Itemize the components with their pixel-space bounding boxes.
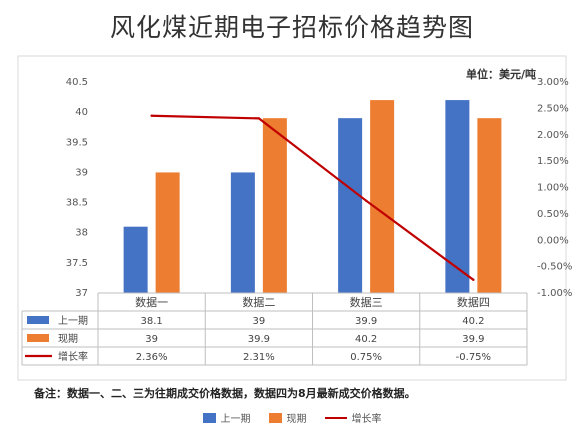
y2-tick-label: 2.00%: [537, 130, 569, 141]
growth-point: [364, 199, 368, 202]
bar-previous: [445, 100, 470, 293]
table-swatch-current: [27, 334, 49, 342]
growth-line: [151, 114, 475, 281]
y-tick-label: 40: [75, 107, 88, 118]
chart-frame: [17, 55, 567, 381]
chart-title: 风化煤近期电子招标价格趋势图: [109, 13, 474, 42]
table-cell-previous: 40.2: [462, 316, 484, 327]
footnote: 备注：数据一、二、三为往期成交价格数据，数据四为8月最新成交价格数据。: [34, 387, 416, 400]
x-tick-label: 数据二: [242, 295, 275, 309]
growth-point: [257, 117, 261, 120]
table-cell-growth: 0.75%: [350, 352, 382, 363]
legend-item-previous: 上一期: [202, 410, 251, 425]
x-tick-label: 数据四: [457, 295, 490, 309]
bar-current: [155, 172, 180, 293]
legend-label-current: 现期: [286, 414, 307, 425]
y-tick-label: 40.5: [66, 77, 88, 88]
table-cell-growth: -0.75%: [456, 352, 491, 363]
bar-current: [262, 118, 287, 294]
y2-tick-label: 0.50%: [537, 209, 569, 220]
bar-previous: [338, 118, 363, 294]
table-cell-current: 40.2: [355, 334, 377, 345]
bar-previous: [230, 172, 255, 293]
y2-tick-label: 2.50%: [537, 103, 569, 114]
table-cell-current: 39: [145, 334, 158, 345]
legend-swatch-growth: [324, 416, 347, 419]
y2-tick-label: 0.00%: [537, 235, 569, 246]
table-cell-growth: 2.31%: [243, 352, 275, 363]
growth-point: [150, 114, 153, 117]
y-tick-label: 37.5: [66, 258, 88, 269]
table-row-label-growth: 增长率: [58, 350, 88, 363]
table-cell-previous: 39.9: [355, 316, 377, 327]
y2-tick-label: 1.50%: [537, 156, 569, 167]
y-tick-label: 39.5: [66, 137, 88, 148]
table-swatch-previous: [27, 316, 49, 324]
bar-previous: [123, 226, 148, 293]
y-tick-label: 38.5: [66, 198, 88, 209]
bar-current: [370, 100, 395, 293]
y-tick-label: 39: [75, 167, 88, 178]
table-cell-current: 39.9: [462, 334, 484, 345]
x-tick-label: 数据三: [350, 295, 383, 309]
growth-point: [472, 278, 475, 282]
y2-tick-label: -1.00%: [537, 288, 572, 299]
y2-tick-label: 1.00%: [537, 183, 569, 194]
legend-label-growth: 增长率: [351, 414, 382, 425]
legend: 上一期 现期 增长率: [0, 410, 584, 425]
table-cell-previous: 38.1: [140, 316, 162, 327]
x-tick-label: 数据一: [135, 295, 168, 309]
table-cell-previous: 39: [253, 316, 266, 327]
y-tick-label: 37: [75, 288, 88, 299]
legend-swatch-current: [268, 412, 282, 423]
legend-item-growth: 增长率: [324, 410, 382, 425]
table-row-label-previous: 上一期: [58, 315, 88, 327]
bar-current: [477, 118, 502, 294]
y2-tick-label: -0.50%: [537, 262, 572, 273]
legend-item-current: 现期: [268, 410, 307, 425]
legend-label-previous: 上一期: [220, 414, 251, 425]
unit-label: 单位：美元/吨: [465, 68, 536, 81]
table-cell-growth: 2.36%: [136, 352, 168, 363]
table-cell-current: 39.9: [248, 334, 270, 345]
legend-swatch-previous: [202, 412, 216, 423]
y-tick-label: 38: [75, 228, 88, 239]
table-row-label-current: 现期: [58, 333, 78, 345]
y2-tick-label: 3.00%: [537, 77, 569, 88]
